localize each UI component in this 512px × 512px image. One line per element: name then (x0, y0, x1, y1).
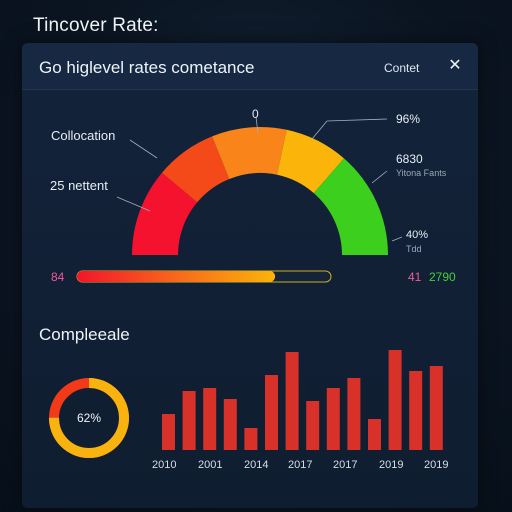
x-tick-label: 2001 (198, 459, 223, 471)
bar (409, 371, 423, 450)
bar (306, 401, 320, 450)
gauge-right-label-2: 6830 (396, 152, 423, 166)
leader-line (311, 120, 328, 140)
gauge-right-label-3: 40% (406, 229, 429, 241)
bar (326, 388, 340, 450)
gauge-left-label-2: 25 nettent (50, 178, 108, 193)
page-title: Tincover Rate: (33, 15, 159, 36)
x-tick-label: 2017 (333, 459, 358, 471)
bar (285, 352, 299, 450)
x-tick-label: 2017 (288, 459, 313, 471)
progress-left-value: 84 (51, 270, 65, 284)
bar (203, 388, 217, 450)
x-tick-label: 2010 (152, 459, 177, 471)
leader-line (255, 116, 259, 134)
progress-right-value-b: 2790 (429, 270, 456, 284)
x-tick-label: 2014 (244, 459, 269, 471)
bar (244, 428, 258, 450)
gauge-right-sublabel-2: Tdd (406, 244, 422, 254)
donut-label: 62% (76, 411, 102, 425)
bar (223, 399, 237, 450)
panel-title: Go higlevel rates cometance (39, 58, 255, 77)
bar (162, 414, 175, 450)
x-tick-label: 2019 (379, 459, 404, 471)
leader-line (371, 170, 388, 184)
leader-line (326, 118, 388, 122)
leader-line (116, 196, 151, 212)
bar (388, 350, 402, 450)
progress-fill (77, 271, 276, 282)
leader-line (129, 139, 158, 159)
gauge-segment (161, 136, 230, 203)
bar (347, 378, 361, 450)
dashboard-panel: Go higlevel rates cometance Contet ✕ (22, 43, 478, 508)
x-tick-label: 2019 (424, 459, 449, 471)
completion-title: Compleeale (39, 325, 130, 344)
contet-link[interactable]: Contet (384, 61, 420, 75)
panel-header: Go higlevel rates cometance Contet ✕ (22, 43, 478, 90)
bar (368, 419, 381, 450)
gauge-segment (313, 158, 388, 255)
bar (265, 375, 278, 450)
gauge-right-sublabel: Yitona Fants (396, 168, 447, 178)
close-icon[interactable]: ✕ (448, 57, 462, 74)
gauge-segment (277, 129, 344, 194)
gauge-top-label: 0 (252, 107, 259, 121)
gauge-right-label-1: 96% (396, 112, 421, 126)
bar-chart (162, 350, 443, 450)
gauge-segments (132, 127, 388, 255)
gauge-left-label-1: Collocation (51, 128, 116, 143)
gauge-segment (132, 172, 198, 255)
progress-right-value-a: 41 (408, 270, 422, 284)
bar (429, 366, 443, 450)
leader-line (391, 236, 403, 242)
donut-chart: 62% (46, 375, 132, 461)
gauge-area (49, 116, 443, 458)
donut-arc (49, 378, 129, 458)
gauge-segment (212, 127, 287, 179)
bar (182, 391, 196, 450)
